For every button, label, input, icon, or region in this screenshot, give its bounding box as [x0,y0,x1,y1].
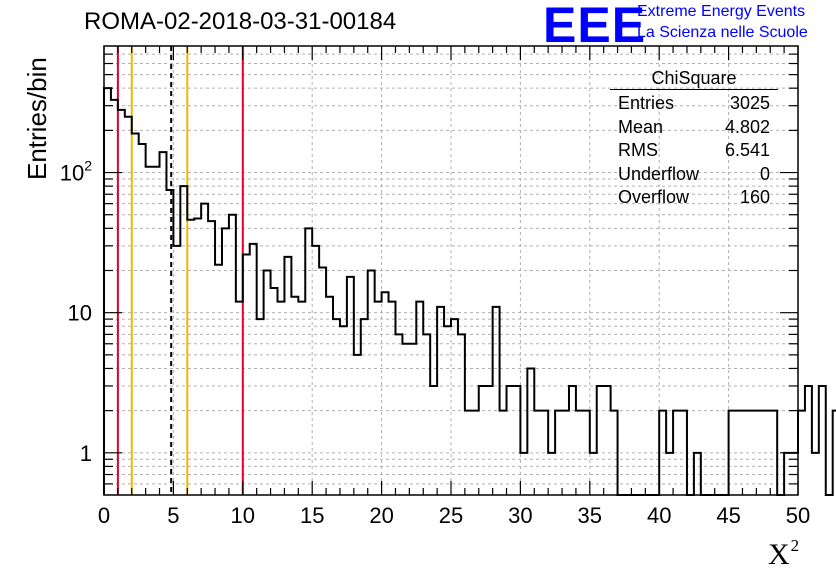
stats-row-rms: RMS 6.541 [610,139,778,163]
x-tick-label: 15 [300,503,324,528]
histogram-series [103,87,836,496]
logo-subtitle-line1: Extreme Energy Events [637,3,806,20]
stats-title: ChiSquare [651,68,737,88]
stats-value: 6.541 [724,140,770,160]
grid-lines [104,46,798,495]
x-tick-label: 35 [578,503,602,528]
stats-value: 4.802 [724,116,770,137]
logo-subtitle-line2: La Scienza nelle Scuole [637,24,808,41]
x-tick-label: 20 [369,503,393,528]
x-tick-label: 30 [508,503,532,528]
eee-logo: EEE [543,0,647,53]
x-tick-label: 10 [231,503,255,528]
x-tick-label: 5 [167,503,179,528]
y-tick-label: 10 [68,301,92,326]
stats-row-underflow: Underflow 0 [610,163,778,187]
stats-value: 0 [759,163,770,184]
stats-value: 160 [739,187,770,207]
x-axis-label-base: X [768,538,790,571]
stats-label: Underflow [618,163,700,184]
axis-ticks [103,46,799,495]
x-tick-label: 50 [786,503,810,528]
y-tick-label: 1 [80,441,92,466]
tick-labels: 0 5 10 15 20 25 30 35 40 45 50 1 10 102 [60,158,811,528]
stats-box: ChiSquare Entries 3025 Mean 4.802 RMS 6.541… [610,67,778,210]
stats-label: RMS [618,140,658,160]
y-tick-label: 102 [60,158,92,186]
stats-label: Overflow [618,187,690,207]
x-tick-label: 40 [647,503,671,528]
stats-value: 3025 [729,93,770,113]
x-tick-label: 25 [439,503,463,528]
stats-label: Mean [618,116,664,137]
x-axis-label-superscript: 2 [790,536,800,555]
x-axis-label: X2 [768,536,799,572]
y-axis-label: Entries/bin [22,57,52,180]
stats-row-mean: Mean 4.802 [610,116,778,140]
stats-separator [610,89,778,90]
chart-title: ROMA-02-2018-03-31-00184 [84,8,397,35]
stats-row-overflow: Overflow 160 [610,186,778,210]
stats-label: Entries [618,93,675,113]
x-tick-label: 0 [98,503,110,528]
stats-row-entries: Entries 3025 [610,92,778,116]
x-tick-label: 45 [716,503,740,528]
